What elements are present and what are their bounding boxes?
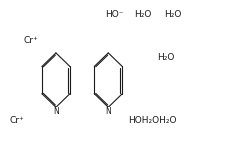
Text: Cr⁺: Cr⁺ [24,36,39,44]
Text: N: N [53,107,59,116]
Text: Cr⁺: Cr⁺ [10,116,24,125]
Text: H₂O: H₂O [157,53,174,62]
Text: H₂O: H₂O [164,10,182,19]
Text: HOH₂OH₂O: HOH₂OH₂O [129,116,177,125]
Text: HO⁻: HO⁻ [105,10,123,19]
Text: N: N [105,107,111,116]
Text: H₂O: H₂O [134,10,152,19]
